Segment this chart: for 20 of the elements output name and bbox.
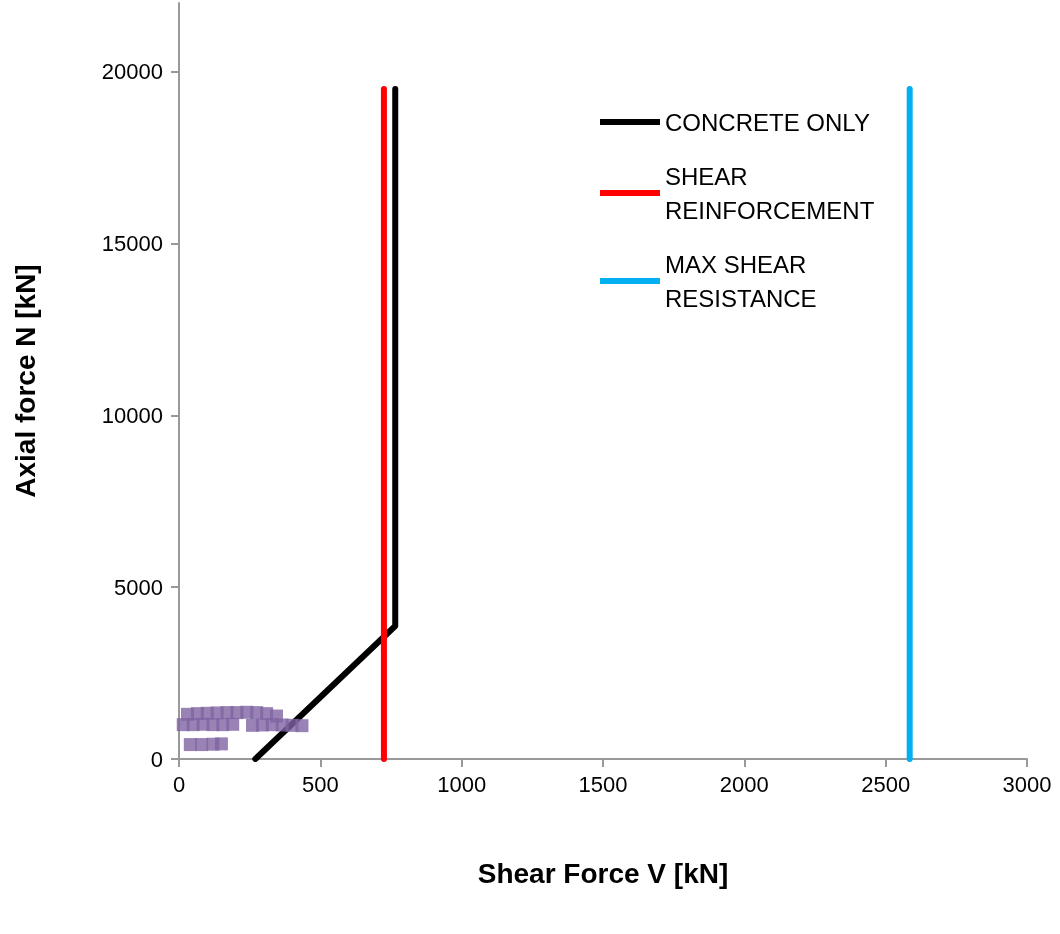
x-tick-label: 2000 [719,771,769,797]
y-tick-label: 15000 [101,231,163,257]
x-tick-label: 500 [301,771,339,797]
y-axis-title: Axial force N [kN] [9,264,41,498]
point [295,719,309,733]
y-tick-label: 20000 [101,59,163,85]
legend-label: CONCRETE ONLY [665,108,870,136]
x-tick-label: 1500 [578,771,628,797]
x-tick-label: 3000 [1002,771,1052,797]
y-tick-label: 10000 [101,402,163,428]
x-tick-label: 1000 [437,771,487,797]
y-tick-label: 5000 [114,574,163,600]
x-axis-title: Shear Force V [kN] [477,857,729,889]
x-tick-label: 2500 [861,771,911,797]
point [214,737,228,751]
legend-label: SHEAR REINFORCEMENT [665,162,875,224]
x-tick-label: 0 [172,771,186,797]
legend-label: MAX SHEAR RESISTANCE [665,250,817,312]
point [226,717,240,731]
y-tick-label: 0 [150,746,163,772]
